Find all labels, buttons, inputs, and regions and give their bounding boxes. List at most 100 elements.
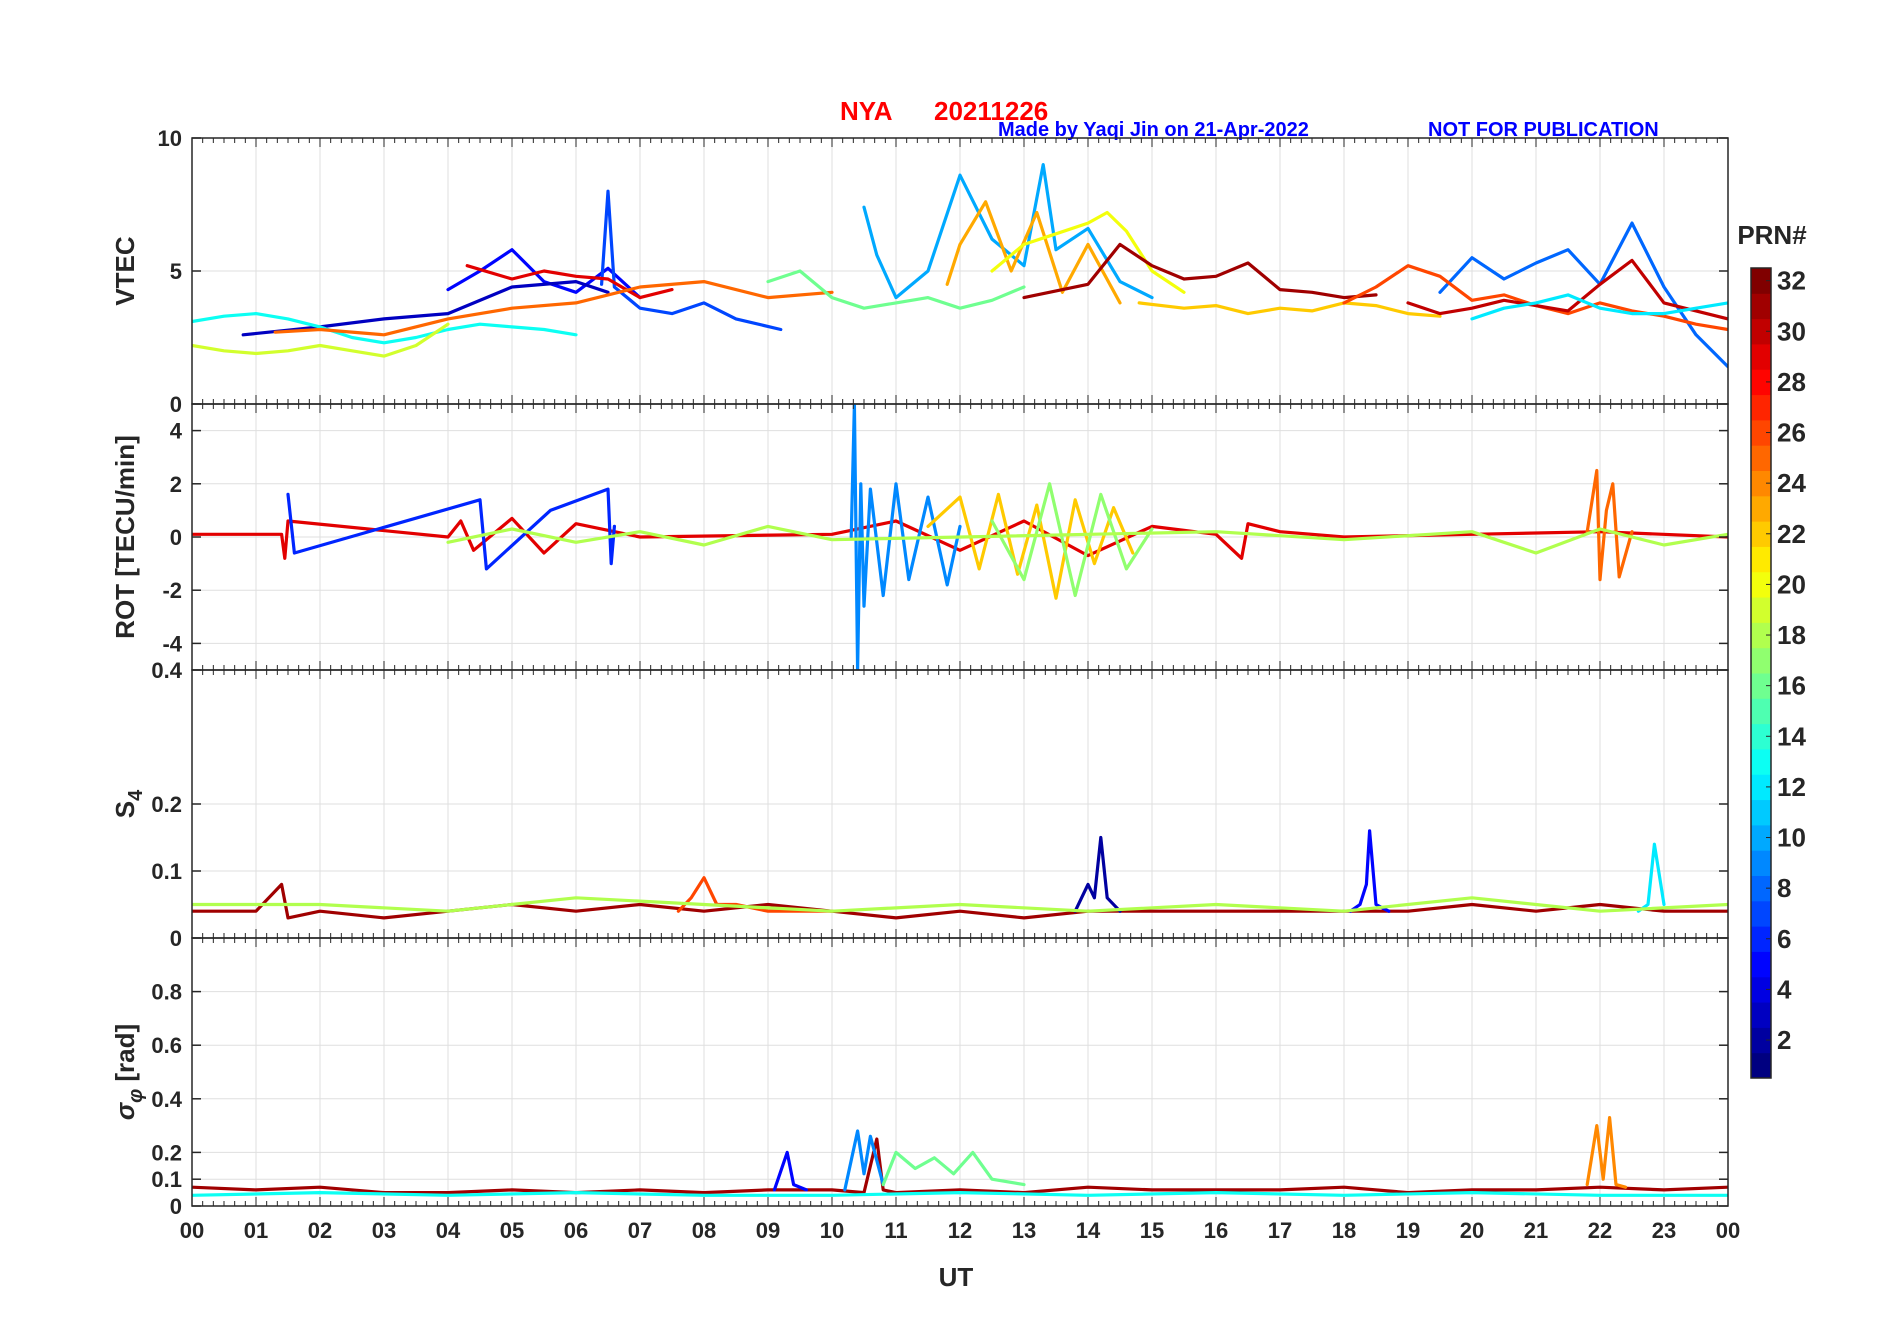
- station-label: NYA: [840, 96, 893, 126]
- y-tick-label: 2: [170, 472, 182, 497]
- series-line-sigma_phi-prn-24: [1585, 1115, 1628, 1189]
- series-line-rot-prn-25: [1585, 468, 1634, 582]
- series-line-vtec-prn-22: [1137, 301, 1442, 318]
- credit-label: Made by Yaqi Jin on 21-Apr-2022: [998, 119, 1309, 141]
- x-tick-label: 09: [756, 1218, 780, 1243]
- colorbar-tick-label: 14: [1777, 721, 1806, 751]
- colorbar-tick-label: 10: [1777, 823, 1806, 853]
- colorbar-segment: [1751, 419, 1771, 446]
- colorbar-segment: [1751, 900, 1771, 927]
- colorbar-frame: [1750, 267, 1772, 1079]
- colorbar-segment: [1751, 597, 1771, 623]
- series-line-s4-prn-5: [1348, 829, 1391, 913]
- x-tick-label: 15: [1140, 1218, 1164, 1243]
- colorbar-segment: [1751, 673, 1771, 699]
- colorbar-segment: [1751, 495, 1771, 522]
- x-tick-label: 19: [1396, 1218, 1420, 1243]
- x-tick-label: 07: [628, 1218, 652, 1243]
- x-axis-title: UT: [939, 1262, 974, 1292]
- series-line-rot-prn-22: [926, 492, 1135, 600]
- colorbar-segment: [1751, 1002, 1771, 1028]
- y-tick-label: 0.8: [151, 980, 182, 1005]
- colorbar-segment: [1751, 546, 1771, 573]
- notice-label: NOT FOR PUBLICATION: [1428, 119, 1659, 141]
- colorbar-segment: [1751, 343, 1771, 370]
- y-tick-label: 4: [170, 419, 183, 444]
- colorbar-segment: [1751, 824, 1771, 851]
- series-line-rot-prn-6: [286, 487, 617, 571]
- colorbar-segment: [1751, 470, 1771, 497]
- y-tick-label: 0.2: [151, 792, 182, 817]
- colorbar-tick-label: 26: [1777, 418, 1806, 448]
- series-line-rot-prn-18: [446, 524, 1728, 555]
- series-line-s4-prn-18: [192, 896, 1728, 913]
- y-tick-label: 0.2: [151, 1140, 182, 1165]
- series-line-vtec-prn-16: [766, 269, 1026, 310]
- colorbar-segment: [1751, 521, 1771, 547]
- rot-panel: -4 -2 0 2 4 ROT [TECU/min]: [110, 403, 1729, 671]
- x-tick-label: 16: [1204, 1218, 1228, 1243]
- colorbar-label: PRN#: [1737, 220, 1807, 250]
- x-tick-label: 11: [884, 1218, 907, 1243]
- series-line-vtec-prn-19: [192, 322, 450, 358]
- colorbar-segment: [1751, 293, 1771, 320]
- x-tick-label: 18: [1332, 1218, 1356, 1243]
- colorbar-tick-label: 22: [1777, 519, 1806, 549]
- colorbar-segment: [1751, 799, 1771, 826]
- y-tick-label: -4: [162, 631, 182, 656]
- series-line-rot-prn-17: [990, 482, 1154, 598]
- x-tick-label: 04: [436, 1218, 461, 1243]
- y-tick-label: 0.6: [151, 1033, 182, 1058]
- x-tick-label: 23: [1652, 1218, 1676, 1243]
- colorbar-segment: [1751, 394, 1771, 421]
- series-line-vtec-prn-29: [465, 264, 674, 300]
- series-line-vtec-prn-7: [599, 189, 783, 332]
- colorbar-segment: [1751, 647, 1771, 674]
- series-line-sigma_phi-prn-31: [192, 1137, 1728, 1195]
- y-axis-title-s4: S4: [110, 789, 147, 818]
- y-tick-label: 0.4: [151, 1087, 182, 1112]
- colorbar-segment: [1751, 850, 1771, 876]
- x-tick-label: 20: [1460, 1218, 1484, 1243]
- x-tick-label: 10: [820, 1218, 844, 1243]
- series-line-s4-prn-12: [1636, 842, 1666, 913]
- colorbar-segment: [1751, 445, 1771, 471]
- colorbar-segment: [1751, 951, 1771, 978]
- date-label: 20211226: [934, 96, 1048, 126]
- y-tick-label: 0.1: [151, 859, 182, 884]
- series-line-vtec-prn-3: [241, 280, 610, 337]
- colorbar-segment: [1751, 1052, 1771, 1079]
- series-line-vtec-prn-23: [945, 200, 1122, 305]
- colorbar-tick-label: 4: [1777, 974, 1792, 1004]
- sigma-phi-panel: 00.10.2 0.4 0.6 0.8σφ [rad] 00 01 02 03 04 05 06 07…: [110, 937, 1740, 1243]
- colorbar-segment: [1751, 622, 1771, 649]
- series-line-vtec-prn-12: [1470, 293, 1728, 321]
- x-tick-label: 13: [1012, 1218, 1036, 1243]
- colorbar-segment: [1751, 1027, 1771, 1054]
- x-tick-label: 12: [948, 1218, 972, 1243]
- y-axis-title-sigma_phi: σφ [rad]: [110, 1024, 147, 1120]
- colorbar-segment: [1751, 774, 1771, 801]
- colorbar-tick-label: 32: [1777, 266, 1806, 296]
- colorbar-tick-label: 8: [1777, 873, 1791, 903]
- y-tick-label: 0.4: [151, 658, 182, 683]
- series-line-vtec-prn-30: [1406, 258, 1728, 321]
- x-tick-label: 05: [500, 1218, 524, 1243]
- series-line-vtec-prn-10: [862, 163, 1154, 300]
- colorbar-segment: [1751, 698, 1771, 725]
- x-tick-label: 08: [692, 1218, 716, 1243]
- y-tick-label: 0: [170, 926, 182, 951]
- x-tick-label: 22: [1588, 1218, 1612, 1243]
- colorbar-tick-label: 2: [1777, 1025, 1791, 1055]
- y-tick-label: 0: [170, 525, 182, 550]
- series-line-vtec-prn-31: [1022, 242, 1378, 300]
- colorbar-segment: [1751, 926, 1771, 952]
- y-tick-label: -2: [162, 578, 182, 603]
- colorbar-tick-label: 24: [1777, 468, 1806, 498]
- x-tick-label: 00: [1716, 1218, 1740, 1243]
- y-tick-label: 10: [158, 126, 182, 151]
- series-line-sigma_phi-prn-13: [192, 1190, 1728, 1197]
- series-line-s4-prn-2: [1073, 835, 1122, 913]
- series-line-vtec-prn-13: [192, 312, 578, 345]
